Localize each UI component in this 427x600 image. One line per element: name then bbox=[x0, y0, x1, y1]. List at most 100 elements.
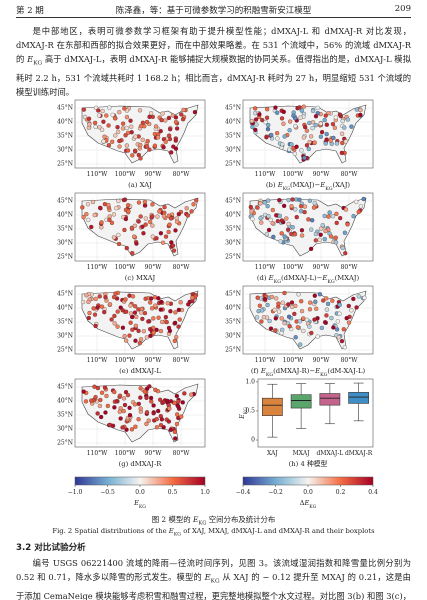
basin-dot bbox=[117, 110, 122, 115]
basin-dot bbox=[99, 127, 105, 132]
basin-dot bbox=[113, 133, 118, 138]
basin-dot bbox=[297, 319, 302, 324]
basin-dot bbox=[118, 416, 123, 421]
basin-dot bbox=[154, 425, 160, 430]
basin-dot bbox=[275, 136, 280, 141]
colorbar-tick-label: 0.0 bbox=[303, 489, 313, 496]
text-run: 高于 dMXAJ-L，表明 dMXAJ-R 能够捕捉大规模数据的协同关系。值得指… bbox=[16, 54, 411, 97]
basin-dot bbox=[110, 139, 115, 144]
basin-dot bbox=[191, 202, 196, 207]
basin-dot bbox=[161, 399, 166, 405]
basin-dot bbox=[322, 213, 327, 219]
basin-dot bbox=[172, 320, 178, 326]
subscript: KG bbox=[274, 279, 282, 285]
x-tick-label: dMXAJ-L bbox=[316, 450, 343, 457]
basin-dot bbox=[172, 400, 177, 405]
basin-dot bbox=[313, 238, 318, 243]
x-tick-label: dMXAJ-R bbox=[345, 450, 373, 457]
basin-dot bbox=[343, 207, 349, 212]
basin-dot bbox=[103, 295, 108, 300]
lat-label: 30°N bbox=[225, 147, 241, 154]
basin-dot bbox=[297, 197, 302, 202]
basin-dot bbox=[128, 311, 134, 316]
basin-dot bbox=[349, 308, 354, 313]
basin-dot bbox=[127, 413, 133, 418]
basin-dot bbox=[310, 120, 316, 125]
basin-dot bbox=[280, 142, 285, 147]
basin-dot bbox=[174, 219, 180, 224]
basin-dot bbox=[138, 214, 143, 219]
lat-label: 35°N bbox=[57, 319, 73, 326]
basin-dot bbox=[171, 248, 177, 253]
lon-label: 100°W bbox=[283, 264, 304, 271]
panel-caption: (d) EKG(dMXAJ-L)−EKG(MXAJ) bbox=[257, 274, 360, 285]
basin-dot bbox=[337, 311, 342, 316]
subscript: KG bbox=[173, 532, 182, 538]
basin-dot bbox=[144, 119, 150, 125]
basin-dot bbox=[334, 211, 339, 216]
caption-en: Fig. 2 Spatial distributions of the EKG … bbox=[0, 527, 427, 537]
basin-dot bbox=[116, 198, 121, 204]
basin-dot bbox=[95, 385, 101, 391]
lon-label: 100°W bbox=[115, 450, 136, 457]
basin-dot bbox=[292, 311, 297, 317]
basin-dot bbox=[107, 105, 112, 110]
basin-dot bbox=[92, 212, 97, 218]
basin-dot bbox=[86, 116, 92, 121]
lat-label: 30°N bbox=[57, 333, 73, 340]
basin-dot bbox=[266, 122, 271, 128]
box bbox=[348, 392, 369, 404]
basin-dot bbox=[333, 115, 338, 120]
subscript: KG bbox=[325, 186, 333, 192]
basin-dot bbox=[320, 223, 325, 228]
basin-dot bbox=[298, 115, 303, 120]
caption-cn: 图 2 模型的 EKG 空间分布及统计分布 bbox=[0, 514, 427, 526]
basin-dot bbox=[110, 423, 116, 428]
basin-dot bbox=[340, 140, 345, 146]
basin-dot bbox=[153, 387, 158, 392]
basin-dot bbox=[282, 320, 287, 326]
basin-dot bbox=[330, 214, 336, 219]
basin-dot bbox=[281, 203, 287, 209]
basin-dot bbox=[158, 307, 163, 312]
basin-dot bbox=[265, 107, 270, 112]
x-tick-label: XAJ bbox=[267, 450, 278, 457]
subscript: KG bbox=[243, 407, 249, 414]
basin-dot bbox=[158, 328, 164, 334]
basin-dot bbox=[269, 132, 274, 138]
basin-dot bbox=[144, 395, 149, 401]
basin-dot bbox=[116, 241, 122, 247]
basin-dot bbox=[159, 319, 165, 325]
text-run: (g) dMXAJ-R bbox=[119, 460, 163, 468]
basin-dot bbox=[253, 106, 258, 111]
lat-label: 35°N bbox=[57, 133, 73, 140]
basin-dot bbox=[307, 307, 313, 312]
basin-dot bbox=[150, 223, 155, 228]
basin-dot bbox=[129, 130, 134, 135]
page-number: 209 bbox=[394, 4, 411, 14]
basin-dot bbox=[160, 111, 165, 116]
basin-dot bbox=[124, 245, 129, 251]
basin-dot bbox=[358, 107, 363, 113]
subscript: KG bbox=[327, 279, 335, 285]
basin-dot bbox=[166, 419, 172, 424]
basin-dot bbox=[290, 197, 295, 202]
basin-dot bbox=[287, 147, 292, 152]
basin-dot bbox=[142, 203, 148, 208]
basin-dot bbox=[153, 303, 158, 308]
basin-dot bbox=[323, 228, 328, 234]
basin-dot bbox=[134, 314, 139, 319]
basin-dot bbox=[272, 307, 277, 313]
basin-dot bbox=[259, 220, 264, 225]
basin-dot bbox=[97, 294, 102, 299]
basin-dot bbox=[322, 236, 327, 242]
basin-dot bbox=[265, 204, 270, 209]
basin-dot bbox=[180, 117, 186, 122]
basin-dot bbox=[164, 319, 169, 325]
basin-dot bbox=[144, 386, 150, 391]
basin-dot bbox=[166, 325, 172, 331]
basin-dot bbox=[284, 216, 289, 221]
basin-dot bbox=[362, 295, 367, 300]
basin-dot bbox=[136, 152, 141, 158]
basin-dot bbox=[318, 226, 324, 231]
